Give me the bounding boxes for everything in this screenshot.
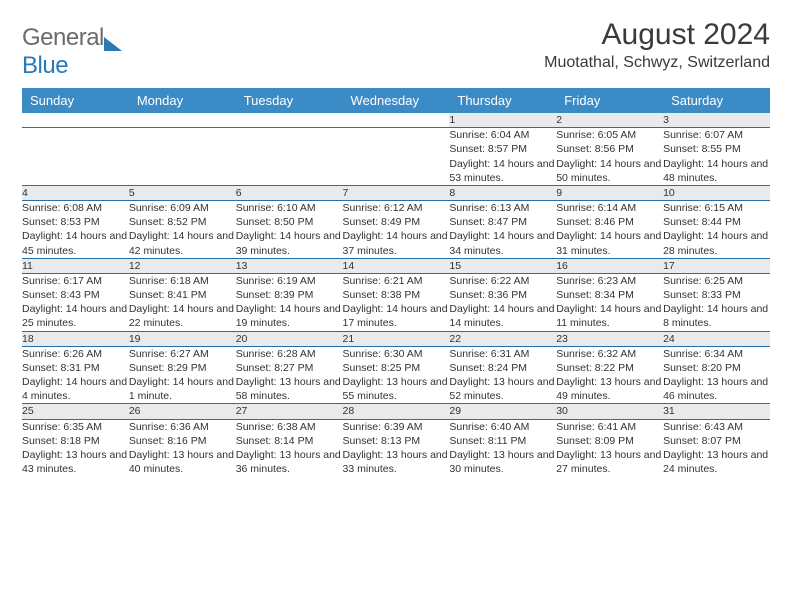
day-number: 15: [449, 258, 556, 273]
empty-cell: [343, 128, 450, 186]
weekday-header: Thursday: [449, 88, 556, 113]
empty-cell: [129, 113, 236, 128]
day-number: 8: [449, 185, 556, 200]
empty-cell: [236, 113, 343, 128]
empty-cell: [236, 128, 343, 186]
day-cell: Sunrise: 6:38 AMSunset: 8:14 PMDaylight:…: [236, 419, 343, 476]
daynum-row: 25262728293031: [22, 404, 770, 419]
day-number: 4: [22, 185, 129, 200]
weekday-header: Wednesday: [343, 88, 450, 113]
day-cell: Sunrise: 6:05 AMSunset: 8:56 PMDaylight:…: [556, 128, 663, 186]
weekday-header: Tuesday: [236, 88, 343, 113]
day-number: 19: [129, 331, 236, 346]
day-number: 6: [236, 185, 343, 200]
weekday-header: Sunday: [22, 88, 129, 113]
day-cell: Sunrise: 6:25 AMSunset: 8:33 PMDaylight:…: [663, 273, 770, 331]
day-number: 21: [343, 331, 450, 346]
day-cell: Sunrise: 6:09 AMSunset: 8:52 PMDaylight:…: [129, 201, 236, 259]
weekday-header: Friday: [556, 88, 663, 113]
day-number: 11: [22, 258, 129, 273]
empty-cell: [343, 113, 450, 128]
day-number: 1: [449, 113, 556, 128]
day-cell: Sunrise: 6:18 AMSunset: 8:41 PMDaylight:…: [129, 273, 236, 331]
day-number: 14: [343, 258, 450, 273]
day-number: 28: [343, 404, 450, 419]
day-cell: Sunrise: 6:31 AMSunset: 8:24 PMDaylight:…: [449, 346, 556, 404]
daynum-row: 45678910: [22, 185, 770, 200]
day-number: 25: [22, 404, 129, 419]
day-cell: Sunrise: 6:12 AMSunset: 8:49 PMDaylight:…: [343, 201, 450, 259]
day-number: 3: [663, 113, 770, 128]
day-number: 13: [236, 258, 343, 273]
week-row: Sunrise: 6:08 AMSunset: 8:53 PMDaylight:…: [22, 201, 770, 259]
calendar-table: Sunday Monday Tuesday Wednesday Thursday…: [22, 88, 770, 476]
day-number: 31: [663, 404, 770, 419]
day-cell: Sunrise: 6:40 AMSunset: 8:11 PMDaylight:…: [449, 419, 556, 476]
day-cell: Sunrise: 6:39 AMSunset: 8:13 PMDaylight:…: [343, 419, 450, 476]
day-cell: Sunrise: 6:13 AMSunset: 8:47 PMDaylight:…: [449, 201, 556, 259]
day-cell: Sunrise: 6:34 AMSunset: 8:20 PMDaylight:…: [663, 346, 770, 404]
week-row: Sunrise: 6:35 AMSunset: 8:18 PMDaylight:…: [22, 419, 770, 476]
day-cell: Sunrise: 6:26 AMSunset: 8:31 PMDaylight:…: [22, 346, 129, 404]
day-number: 18: [22, 331, 129, 346]
day-cell: Sunrise: 6:43 AMSunset: 8:07 PMDaylight:…: [663, 419, 770, 476]
logo-text: General Blue: [22, 24, 104, 80]
empty-cell: [129, 128, 236, 186]
day-cell: Sunrise: 6:28 AMSunset: 8:27 PMDaylight:…: [236, 346, 343, 404]
day-cell: Sunrise: 6:19 AMSunset: 8:39 PMDaylight:…: [236, 273, 343, 331]
day-cell: Sunrise: 6:15 AMSunset: 8:44 PMDaylight:…: [663, 201, 770, 259]
page-title: August 2024: [544, 18, 770, 52]
day-number: 10: [663, 185, 770, 200]
weekday-header: Saturday: [663, 88, 770, 113]
day-number: 27: [236, 404, 343, 419]
daynum-row: 11121314151617: [22, 258, 770, 273]
week-row: Sunrise: 6:17 AMSunset: 8:43 PMDaylight:…: [22, 273, 770, 331]
day-cell: Sunrise: 6:35 AMSunset: 8:18 PMDaylight:…: [22, 419, 129, 476]
title-block: August 2024 Muotathal, Schwyz, Switzerla…: [544, 18, 770, 72]
day-number: 29: [449, 404, 556, 419]
day-cell: Sunrise: 6:22 AMSunset: 8:36 PMDaylight:…: [449, 273, 556, 331]
day-number: 9: [556, 185, 663, 200]
day-cell: Sunrise: 6:17 AMSunset: 8:43 PMDaylight:…: [22, 273, 129, 331]
day-cell: Sunrise: 6:32 AMSunset: 8:22 PMDaylight:…: [556, 346, 663, 404]
day-number: 22: [449, 331, 556, 346]
day-number: 7: [343, 185, 450, 200]
logo-text-part2: Blue: [22, 52, 68, 79]
day-number: 12: [129, 258, 236, 273]
day-cell: Sunrise: 6:36 AMSunset: 8:16 PMDaylight:…: [129, 419, 236, 476]
day-number: 17: [663, 258, 770, 273]
day-number: 2: [556, 113, 663, 128]
day-number: 5: [129, 185, 236, 200]
empty-cell: [22, 128, 129, 186]
day-cell: Sunrise: 6:27 AMSunset: 8:29 PMDaylight:…: [129, 346, 236, 404]
day-number: 16: [556, 258, 663, 273]
header: General Blue August 2024 Muotathal, Schw…: [22, 18, 770, 80]
day-cell: Sunrise: 6:07 AMSunset: 8:55 PMDaylight:…: [663, 128, 770, 186]
day-number: 26: [129, 404, 236, 419]
weekday-header-row: Sunday Monday Tuesday Wednesday Thursday…: [22, 88, 770, 113]
daynum-row: 123: [22, 113, 770, 128]
week-row: Sunrise: 6:26 AMSunset: 8:31 PMDaylight:…: [22, 346, 770, 404]
logo-text-part1: General: [22, 24, 104, 51]
logo: General Blue: [22, 24, 104, 80]
day-cell: Sunrise: 6:14 AMSunset: 8:46 PMDaylight:…: [556, 201, 663, 259]
week-row: Sunrise: 6:04 AMSunset: 8:57 PMDaylight:…: [22, 128, 770, 186]
day-number: 24: [663, 331, 770, 346]
day-number: 23: [556, 331, 663, 346]
day-number: 30: [556, 404, 663, 419]
weekday-header: Monday: [129, 88, 236, 113]
day-cell: Sunrise: 6:04 AMSunset: 8:57 PMDaylight:…: [449, 128, 556, 186]
daynum-row: 18192021222324: [22, 331, 770, 346]
day-cell: Sunrise: 6:08 AMSunset: 8:53 PMDaylight:…: [22, 201, 129, 259]
day-cell: Sunrise: 6:10 AMSunset: 8:50 PMDaylight:…: [236, 201, 343, 259]
day-number: 20: [236, 331, 343, 346]
empty-cell: [22, 113, 129, 128]
day-cell: Sunrise: 6:23 AMSunset: 8:34 PMDaylight:…: [556, 273, 663, 331]
day-cell: Sunrise: 6:21 AMSunset: 8:38 PMDaylight:…: [343, 273, 450, 331]
day-cell: Sunrise: 6:30 AMSunset: 8:25 PMDaylight:…: [343, 346, 450, 404]
day-cell: Sunrise: 6:41 AMSunset: 8:09 PMDaylight:…: [556, 419, 663, 476]
page-subtitle: Muotathal, Schwyz, Switzerland: [544, 54, 770, 72]
